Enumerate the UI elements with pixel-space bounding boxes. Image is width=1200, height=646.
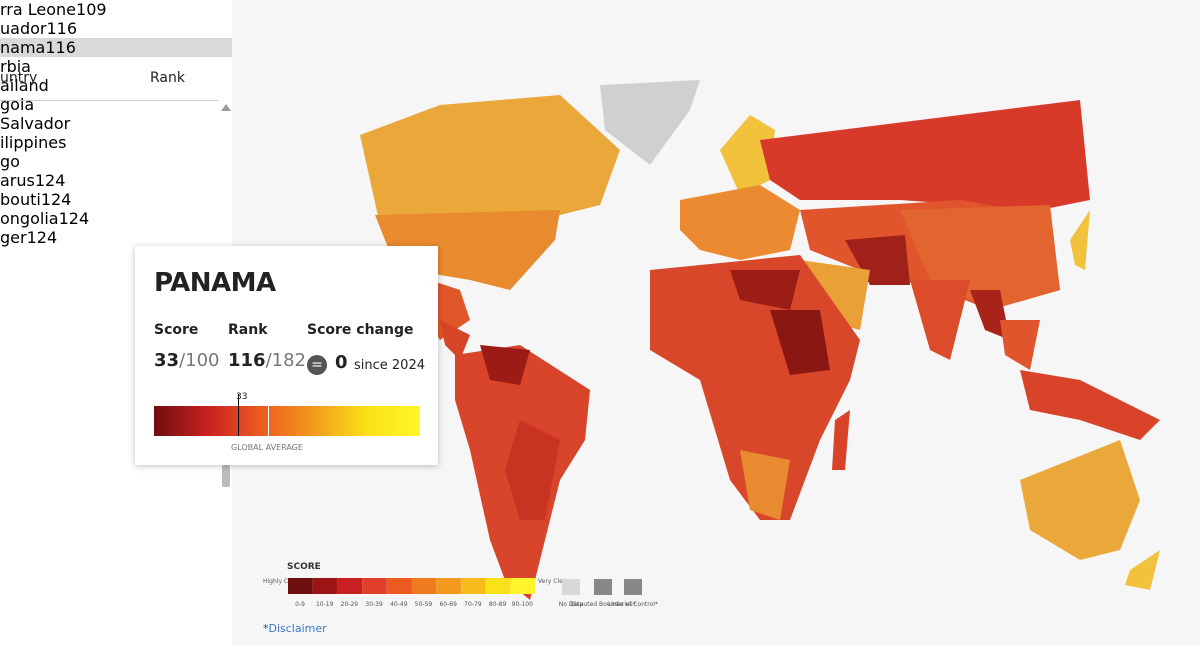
legend-swatch	[411, 578, 437, 594]
scrollbar-thumb[interactable]	[222, 465, 230, 487]
cell: rbia	[0, 57, 31, 76]
average-label: GLOBAL AVERAGE	[231, 443, 303, 452]
score-max: /100	[179, 350, 220, 371]
cell: 124	[58, 209, 90, 228]
table-row[interactable]: go	[0, 152, 232, 171]
cell: nama	[0, 38, 46, 57]
since: since 2024	[354, 358, 425, 373]
score-gradient	[154, 406, 420, 436]
legend-bin: 0-9	[295, 601, 305, 608]
country-tooltip: PANAMA Score Rank Score change 33/100 11…	[135, 246, 438, 465]
table-row[interactable]: nama116	[0, 38, 232, 57]
table-row[interactable]: ger124	[0, 228, 232, 247]
cell: 116	[46, 19, 78, 38]
cell: bouti	[0, 190, 41, 209]
legend-disputed: Disputed Boundaries*	[570, 601, 636, 608]
cell: rra Leone	[0, 0, 77, 19]
table-row[interactable]: rbia	[0, 57, 232, 76]
table-row[interactable]: gola	[0, 95, 232, 114]
table-row[interactable]: ailand	[0, 76, 232, 95]
legend-high: Very Clean	[538, 578, 570, 585]
cell: uador	[0, 19, 47, 38]
rank: 116	[228, 350, 266, 371]
legend-bin: 60-69	[439, 601, 457, 608]
cell: gola	[0, 95, 35, 114]
legend-bin: 20-29	[341, 601, 359, 608]
cell: 124	[34, 171, 66, 190]
cell: Salvador	[0, 114, 71, 133]
label: Score	[154, 322, 199, 338]
scroll-up[interactable]	[221, 104, 231, 111]
label: Score change	[307, 322, 414, 338]
average-line	[268, 406, 269, 436]
rank-max: /182	[265, 350, 306, 371]
legend-bin: 10-19	[316, 601, 334, 608]
legend-bin: 50-59	[415, 601, 433, 608]
country-name: PANAMA	[154, 268, 276, 298]
cell: ilippines	[0, 133, 67, 152]
cell: 124	[40, 190, 72, 209]
table-row[interactable]: ongolia124	[0, 209, 232, 228]
table-header: untry Rank	[0, 70, 218, 101]
cell: ger	[0, 228, 27, 247]
table-row[interactable]: arus124	[0, 171, 232, 190]
label: Rank	[228, 322, 268, 338]
cell: 116	[45, 38, 76, 57]
change-icon: =	[307, 355, 327, 375]
star: *	[263, 622, 269, 635]
header-cell: Rank	[150, 70, 185, 86]
table-row[interactable]: bouti124	[0, 190, 232, 209]
table-body: rra Leone109 uador116 nama116 rbia ailand gol…	[0, 0, 232, 247]
table-row[interactable]: uador116	[0, 19, 232, 38]
table-row[interactable]: Salvador	[0, 114, 232, 133]
legend-swatch	[436, 578, 461, 594]
table-row[interactable]: rra Leone109	[0, 0, 232, 19]
cell: arus	[0, 171, 35, 190]
legend-swatch	[362, 578, 387, 594]
legend-bin: 40-49	[390, 601, 408, 608]
legend-swatch	[510, 578, 535, 594]
legend-bin: 70-79	[464, 601, 482, 608]
disclaimer-link[interactable]: Disclaimer	[268, 622, 327, 635]
legend-bin: 90-100	[512, 601, 533, 608]
disclaimer[interactable]: *Disclaimer	[263, 622, 327, 635]
cell: ailand	[0, 76, 49, 95]
legend-swatch	[460, 578, 486, 594]
legend-swatch	[312, 578, 338, 594]
score-marker	[237, 394, 247, 436]
cell: 109	[76, 0, 107, 19]
legend: SCORE Highly Corrupt Very Clean No Data …	[263, 562, 658, 608]
legend-swatch	[337, 578, 363, 594]
legend-no-data: No Data	[559, 601, 584, 608]
legend-low: Highly Corrupt	[263, 578, 307, 585]
legend-title: SCORE	[287, 562, 321, 572]
score-marker-label: 33	[236, 392, 248, 402]
legend-swatch	[485, 578, 511, 594]
cell: go	[0, 152, 20, 171]
table-row[interactable]: ilippines	[0, 133, 232, 152]
legend-bin: 30-39	[365, 601, 383, 608]
header-cell: untry	[0, 70, 38, 86]
score: 33	[154, 350, 180, 371]
legend-lines: Lines of Control*	[608, 601, 658, 608]
legend-swatch	[386, 578, 412, 594]
cell: 124	[26, 228, 58, 247]
legend-swatch	[288, 578, 313, 594]
cell: ongolia	[0, 209, 59, 228]
change: 0	[335, 352, 348, 373]
legend-bin: 80-89	[489, 601, 507, 608]
